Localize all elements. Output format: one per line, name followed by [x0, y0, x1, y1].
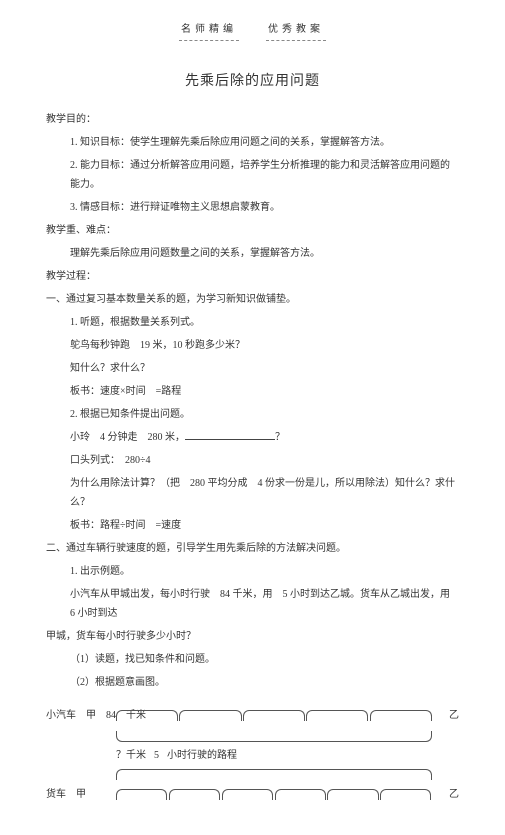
s1-item1b: 知什么？求什么？: [70, 359, 459, 378]
blank-line: [185, 429, 275, 440]
goal-1: 1. 知识目标：使学生理解先乘后除应用问题之间的关系，掌握解答方法。: [70, 133, 459, 152]
goal-3: 3. 情感目标：进行辩证唯物主义思想启蒙教育。: [70, 198, 459, 217]
s2-item1a: 小汽车从甲城出发，每小时行驶 84 千米，用 5 小时到达乙城。货车从乙城出发，…: [70, 585, 459, 623]
s1-item1c: 板书：速度×时间 =路程: [70, 382, 459, 401]
diagram-car-left: 小汽车 甲 84 千米: [46, 706, 116, 725]
truck-segment-bar: [116, 785, 433, 805]
process-heading: 教学过程：: [46, 267, 459, 286]
s1-item2a: 小玲 4 分钟走 280 米，？: [70, 428, 459, 447]
line-diagram: 小汽车 甲 84 千米 乙 ？千米 5 小时行驶的路程: [46, 706, 459, 805]
s2-item1b: 甲城，货车每小时行驶多少小时？: [46, 627, 459, 646]
doc-title: 先乘后除的应用问题: [46, 69, 459, 96]
diagram-right-2: 乙: [433, 785, 459, 804]
s1-item1: 1. 听题，根据数量关系列式。: [70, 313, 459, 332]
s1-item2d: 板书：路程÷时间 =速度: [70, 516, 459, 535]
car-segment-bar: [116, 706, 433, 726]
diagram-truck-left: 货车 甲: [46, 785, 116, 804]
s2-item1c: （1）读题，找已知条件和问题。: [70, 650, 459, 669]
s1-item1a: 鸵鸟每秒钟跑 19 米，10 秒跑多少米？: [70, 336, 459, 355]
section-1-heading: 一、通过复习基本数量关系的题，为学习新知识做铺垫。: [46, 290, 459, 309]
section-2-heading: 二、通过车辆行驶速度的题，引导学生用先乘后除的方法解决问题。: [46, 539, 459, 558]
s1-item2c: 为什么用除法计算？（把 280 平均分成 4 份求一份是儿，所以用除法）知什么？…: [70, 474, 459, 512]
s1-item2: 2. 根据已知条件提出问题。: [70, 405, 459, 424]
header-right: 优秀教案: [266, 20, 326, 41]
goal-2: 2. 能力目标：通过分析解答应用问题，培养学生分析推理的能力和灵活解答应用问题的…: [70, 156, 459, 194]
diagram-right-1: 乙: [433, 706, 459, 725]
s1-item2a-text: 小玲 4 分钟走 280 米，: [70, 432, 185, 443]
difficulty-heading: 教学重、难点：: [46, 221, 459, 240]
difficulty-text: 理解先乘后除应用问题数量之间的关系，掌握解答方法。: [70, 244, 459, 263]
s2-item1d: （2）根据题意画图。: [70, 673, 459, 692]
s2-item1: 1. 出示例题。: [70, 562, 459, 581]
s1-item2b: 口头列式： 280÷4: [70, 451, 459, 470]
page-header: 名师精编 优秀教案: [46, 20, 459, 41]
goals-heading: 教学目的：: [46, 110, 459, 129]
header-left: 名师精编: [179, 20, 239, 41]
diagram-mid-label: ？千米 5 小时行驶的路程: [116, 746, 459, 765]
